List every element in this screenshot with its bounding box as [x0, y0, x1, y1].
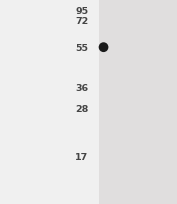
Text: 17: 17 — [75, 153, 88, 162]
Text: 55: 55 — [76, 43, 88, 52]
Text: 28: 28 — [75, 105, 88, 114]
Text: 36: 36 — [75, 83, 88, 92]
Bar — [99, 0, 177, 204]
Text: 72: 72 — [75, 17, 88, 26]
Text: 95: 95 — [75, 7, 88, 16]
Ellipse shape — [99, 43, 108, 53]
